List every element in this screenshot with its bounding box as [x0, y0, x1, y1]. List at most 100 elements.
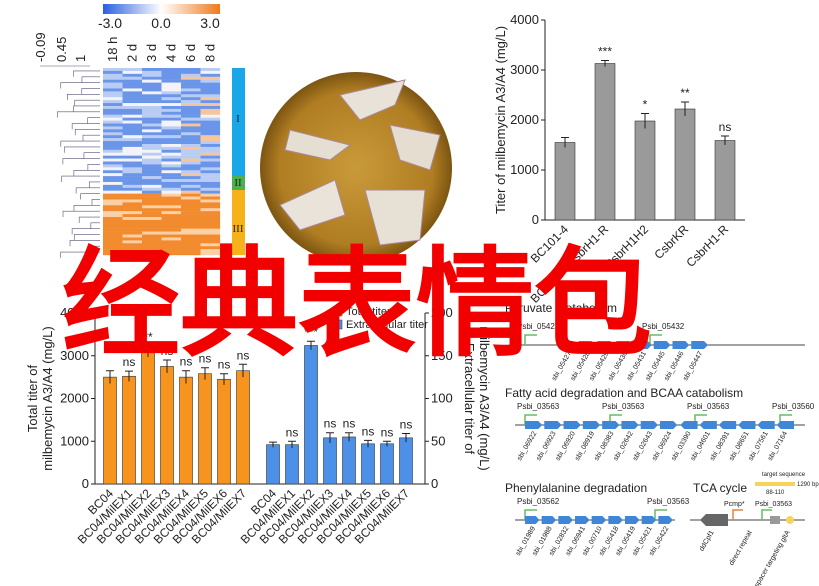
heat-cell: [181, 225, 201, 229]
heat-cell: [122, 208, 143, 212]
heat-cell: [122, 246, 143, 250]
dendro-branch: [73, 105, 100, 112]
heat-cell: [103, 129, 123, 133]
heat-cell: [181, 167, 201, 171]
heat-cell: [161, 155, 182, 159]
dendro-branch: [60, 140, 100, 147]
significance: ns: [237, 348, 250, 362]
heat-cell: [142, 252, 162, 256]
heat-cell: [122, 138, 143, 142]
heat-cell: [181, 97, 201, 101]
heat-cell: [181, 114, 201, 118]
heat-cell: [142, 199, 162, 203]
y-tick-label: 2000: [510, 112, 539, 127]
heat-cell: [122, 141, 143, 145]
bar: [217, 378, 231, 485]
heat-cell: [161, 181, 182, 186]
heat-cell: [122, 202, 143, 206]
heat-cell: [142, 173, 162, 177]
tca-label: 1290 bp: [797, 482, 819, 488]
gene: [658, 516, 673, 524]
heat-cell: [181, 120, 201, 124]
tca-label: spacer targeting gltA: [754, 529, 792, 586]
gene: [672, 341, 690, 349]
heat-cell: [103, 246, 123, 250]
heat-cell: [200, 219, 221, 224]
gene: [591, 516, 607, 524]
y-tick-label: 3000: [60, 348, 89, 363]
heat-cell: [122, 193, 143, 197]
gene: [558, 516, 573, 524]
heat-cell: [161, 243, 182, 247]
heat-cell: [181, 85, 201, 89]
heat-cell: [161, 108, 182, 113]
heat-cell: [142, 146, 162, 151]
heat-cell: [181, 91, 201, 95]
promoter-label: Psbi_03563: [647, 497, 690, 506]
heat-cell: [161, 152, 182, 156]
heat-cell: [200, 208, 221, 212]
heat-cell: [181, 205, 201, 209]
heat-cell: [142, 138, 162, 142]
heat-cell: [103, 252, 123, 256]
heat-cell: [161, 111, 182, 115]
bar: [323, 437, 337, 485]
heat-cell: [161, 88, 182, 92]
heat-cell: [142, 120, 162, 124]
heat-cell: [181, 105, 201, 110]
promoter: [649, 334, 662, 345]
heat-cell: [200, 126, 221, 130]
heat-cell: [142, 114, 162, 118]
heat-cell: [142, 152, 162, 156]
heat-cell: [181, 179, 201, 183]
dendro-branch: [91, 199, 100, 206]
significance: *: [643, 98, 648, 112]
heat-cell: [142, 214, 162, 218]
heat-cell: [200, 117, 221, 121]
heat-cell: [103, 225, 123, 229]
heat-cell: [200, 120, 221, 124]
heat-cell: [142, 176, 162, 180]
heat-cell: [103, 176, 123, 180]
heat-cell: [200, 103, 221, 107]
heat-cell: [161, 199, 182, 203]
heat-cell: [200, 129, 221, 133]
heat-cell: [103, 243, 123, 247]
heat-cell: [161, 82, 182, 86]
y-tick-label: 2000: [60, 391, 89, 406]
heat-cell: [200, 199, 221, 203]
heat-cell: [103, 152, 123, 156]
heat-cell: [181, 146, 201, 151]
heat-cell: [142, 179, 162, 183]
pathway-title: Pyruvate metabolism: [505, 301, 617, 315]
promoter-label: Pcmp*: [724, 501, 745, 508]
heat-cell: [161, 85, 182, 89]
bar: [634, 120, 656, 221]
heat-cell: [181, 173, 201, 177]
cluster-bar: [232, 190, 245, 255]
gene-label: sbi_07164: [767, 430, 789, 462]
heat-cell: [122, 205, 143, 209]
heat-cell: [122, 149, 143, 153]
legend-swatch: [332, 319, 343, 330]
heat-cell: [181, 123, 201, 127]
heat-cell: [200, 135, 221, 139]
heat-cell: [142, 97, 162, 101]
heat-cell: [181, 199, 201, 203]
heat-cell: [122, 184, 143, 188]
heatmap: [103, 68, 221, 256]
dendro-branch: [81, 76, 100, 83]
pathway-title: Phenylalanine degradation: [505, 481, 647, 495]
heat-cell: [181, 222, 201, 226]
column-label: 2 d: [125, 44, 140, 62]
heat-cell: [161, 249, 182, 253]
heat-cell: [181, 82, 201, 86]
heat-cell: [200, 225, 221, 229]
heat-cell: [181, 143, 201, 148]
bar: [236, 370, 250, 485]
heat-cell: [161, 123, 182, 127]
gene: [560, 341, 577, 349]
heat-cell: [200, 240, 221, 244]
heat-cell: [200, 73, 221, 77]
heat-cell: [200, 196, 221, 200]
